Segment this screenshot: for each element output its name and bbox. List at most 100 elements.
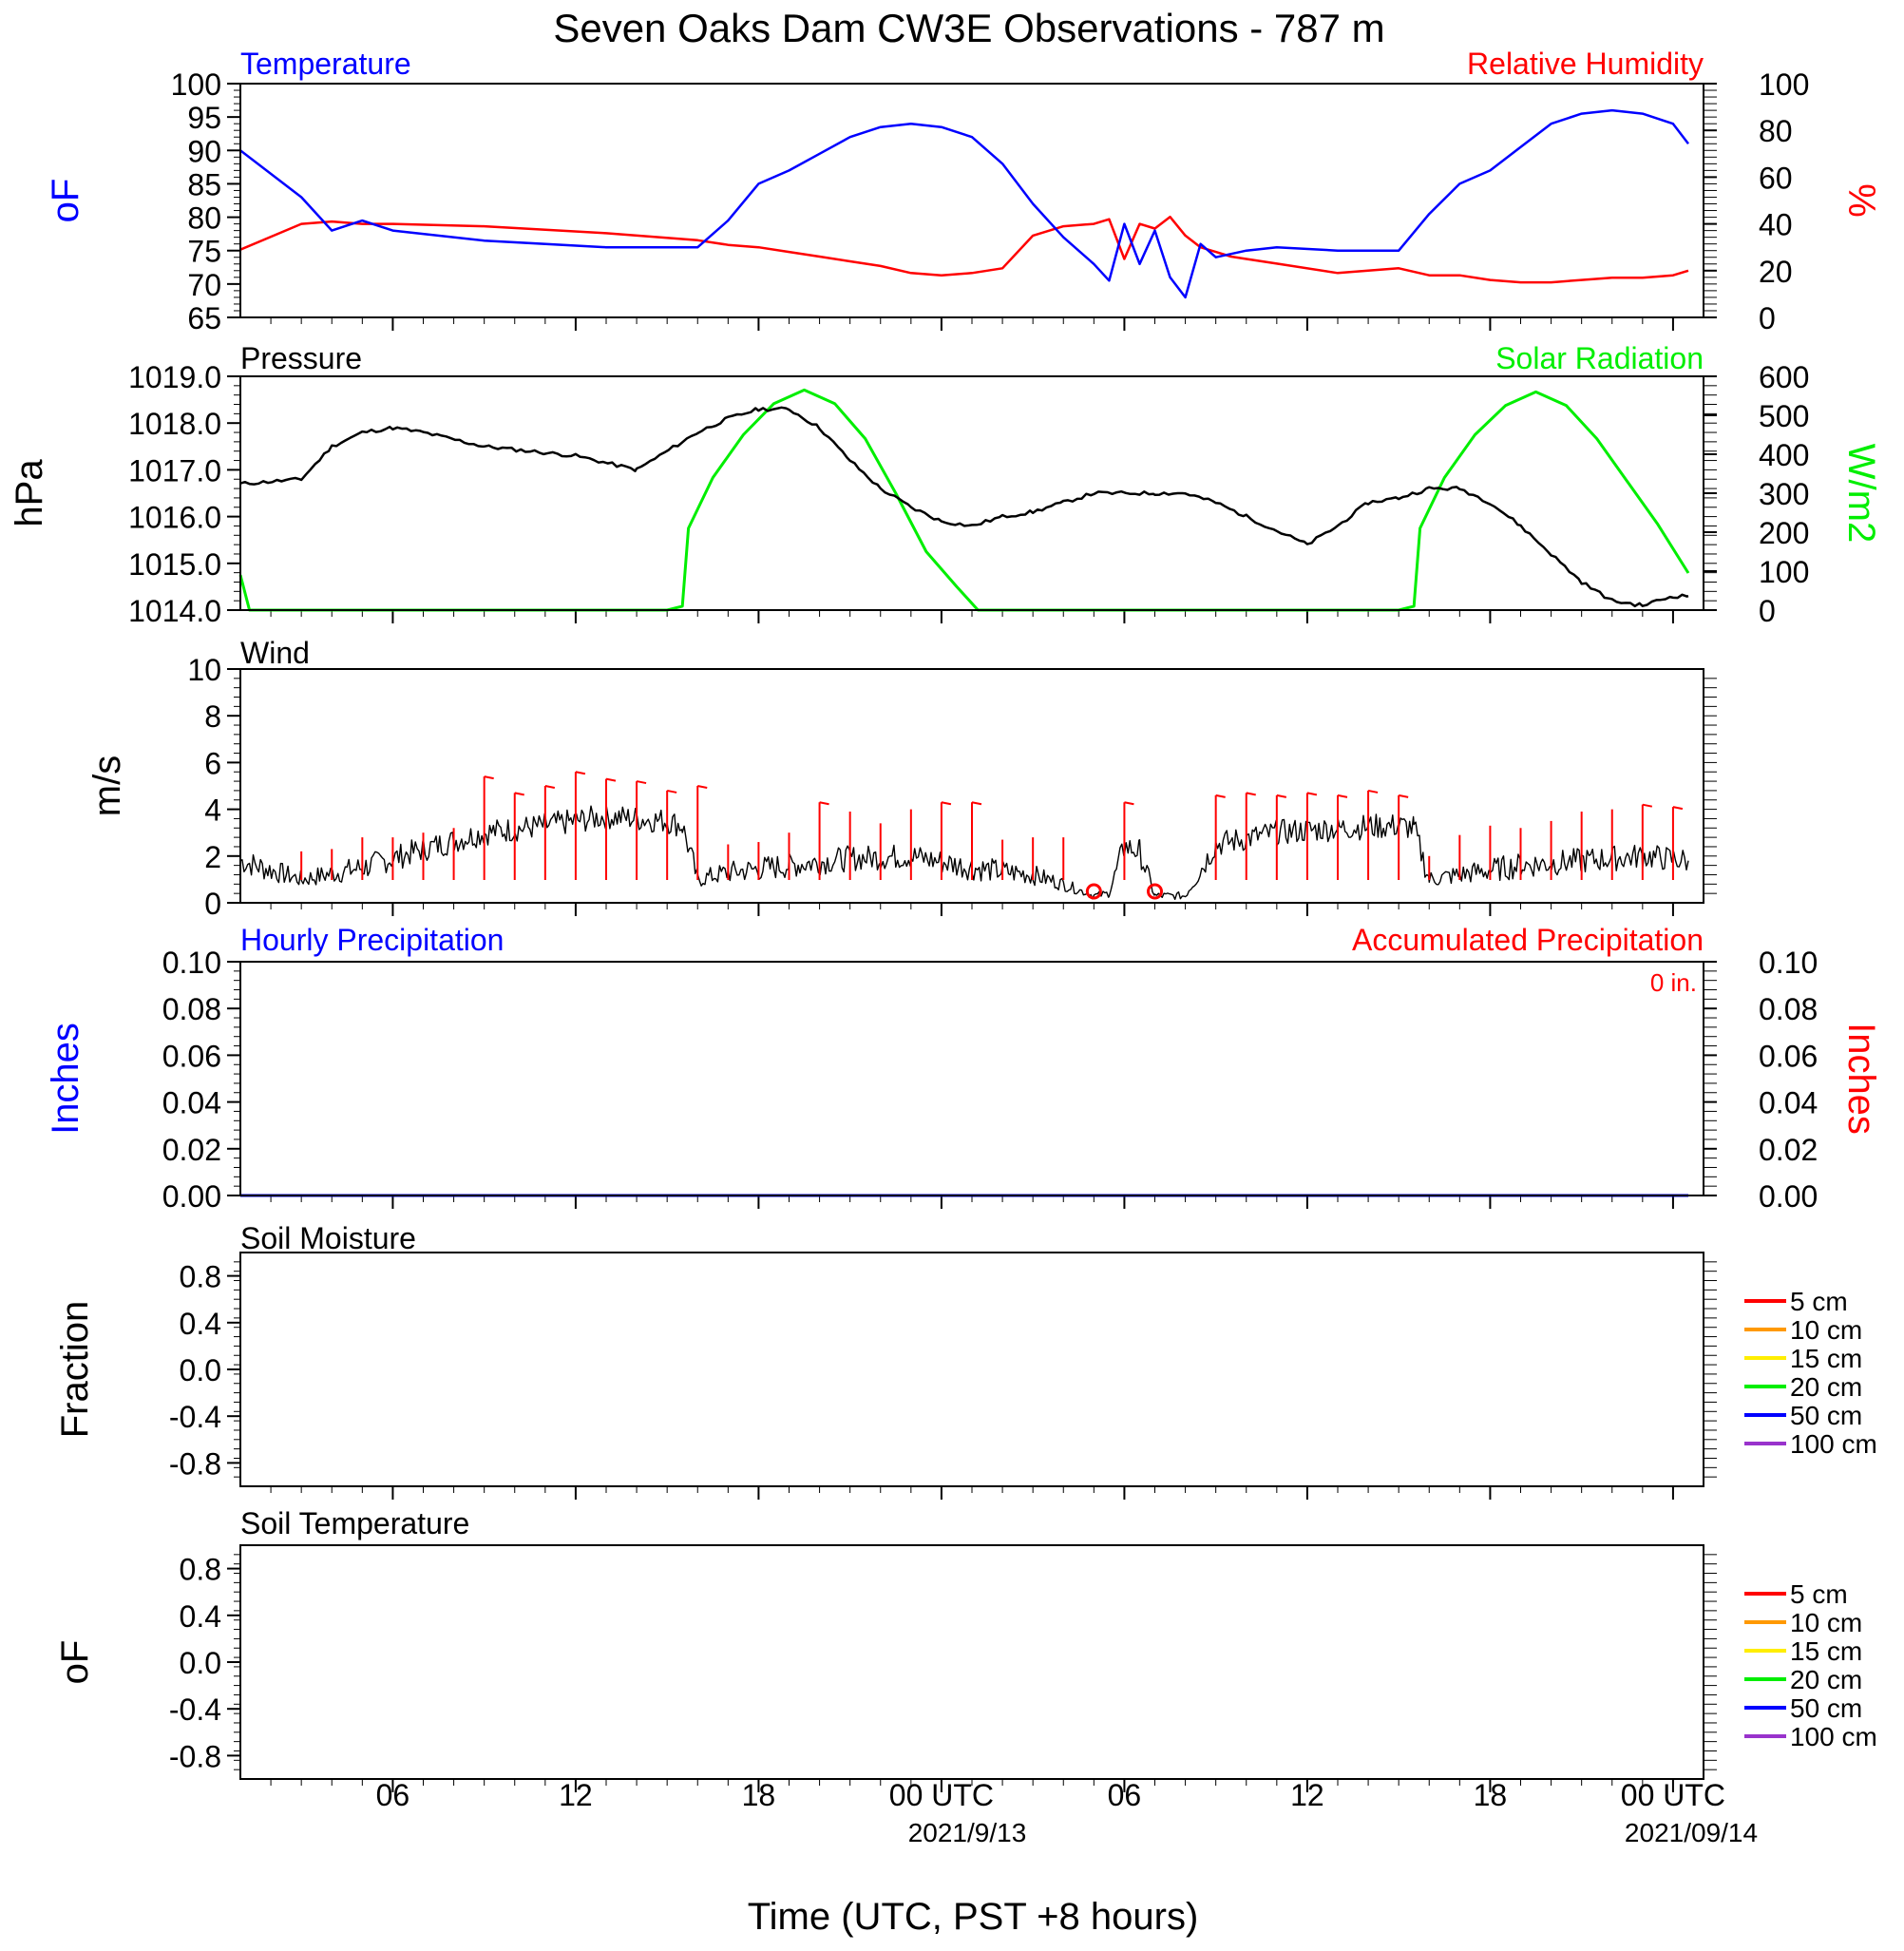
y-tick-label-right: 0.08 [1759,992,1818,1026]
y-tick-label-right: 600 [1759,360,1809,394]
wind-barb-flag [605,777,617,782]
panel-series [239,108,1689,299]
y-tick-label-right: 500 [1759,399,1809,433]
y-tick-label: -0.4 [169,1693,221,1727]
y-tick-label-right: 0.00 [1759,1179,1818,1214]
y-tick-label: 0.02 [162,1133,221,1167]
panel-ticks: 0.10 0.08 0.06 0.04 0.02 0.00 0.10 0.08 0.06 0.04… [162,946,1818,1214]
temperature-axis-label: oF [45,179,86,223]
solar-radiation-line [238,388,1690,612]
accum-precip-title: Accumulated Precipitation [1352,923,1704,957]
y-tick-label: 4 [204,794,221,828]
legend-label: 10 cm [1790,1608,1862,1637]
solar-title: Solar Radiation [1495,341,1704,375]
legend-label: 15 cm [1790,1636,1862,1666]
y-tick-label: 10 [187,653,221,687]
y-tick-label-right: 0.10 [1759,946,1818,980]
date-label-2: 2021/09/14 [1625,1818,1758,1847]
y-tick-label: 100 [171,67,221,102]
legend-label: 100 cm [1790,1429,1877,1459]
panel-ticks: 0.8 0.4 0.0 -0.4 -0.8 [169,1260,1717,1500]
wind-barb-flag [544,785,556,789]
panel-series [239,771,1689,900]
y-tick-label-right: 60 [1759,161,1793,195]
legend-label: 100 cm [1790,1722,1877,1751]
y-tick-label-right: 100 [1759,67,1809,102]
wind-barb-flag [697,785,708,789]
wind-barb-flag [1672,806,1684,811]
legend-label: 20 cm [1790,1665,1862,1694]
calm-wind-circle [1147,883,1163,900]
y-tick-label-right: 0 [1759,594,1776,628]
wind-barb-flag [1337,794,1348,798]
y-tick-label: 0.08 [162,992,221,1026]
legend-label: 50 cm [1790,1401,1862,1430]
soil-moisture-title: Soil Moisture [240,1221,416,1255]
pressure-axis-label: hPa [9,459,50,527]
wind-barb-flag [1276,794,1287,798]
legend-label: 10 cm [1790,1315,1862,1345]
wind-barb-flag [1367,789,1379,794]
soil-moisture-panel: 0.8 0.4 0.0 -0.4 -0.8 Soil Moisture Fraction… [54,1221,1877,1500]
x-tick-label: 12 [1290,1778,1324,1812]
y-tick-label: 0.8 [180,1553,221,1587]
wind-speed-line [239,803,1689,900]
wind-barb-flag [636,780,647,785]
pressure-solar-panel: 1019.0 1018.0 1017.0 1016.0 1015.0 1014.0 600 5… [9,341,1882,628]
wind-barb-flag [971,801,982,806]
soil-temperature-axis-label: oF [54,1640,96,1685]
panel-frame [239,1544,1704,1780]
y-tick-label: 1018.0 [128,407,221,441]
y-tick-label: 0.4 [180,1307,221,1341]
y-tick-label: 80 [187,201,221,236]
y-tick-label: -0.8 [169,1446,221,1481]
panel-series [238,388,1690,612]
y-tick-label-right: 0.06 [1759,1039,1818,1073]
y-tick-label-right: 100 [1759,555,1809,589]
y-tick-label-right: 0 [1759,301,1776,335]
accum-precip-axis-label: Inches [1840,1023,1882,1135]
figure-title: Seven Oaks Dam CW3E Observations - 787 m [553,6,1384,50]
y-tick-label-right: 40 [1759,208,1793,242]
panel-frame [239,961,1704,1196]
soil-moisture-axis-label: Fraction [54,1301,96,1439]
date-label-1: 2021/9/13 [908,1818,1027,1847]
y-tick-label-right: 0.02 [1759,1133,1818,1167]
y-tick-label-right: 200 [1759,516,1809,550]
y-tick-label: 85 [187,167,221,201]
temperature-title: Temperature [240,47,411,81]
humidity-axis-label: % [1840,183,1882,218]
y-tick-label: 0.04 [162,1086,221,1120]
y-tick-label: 2 [204,840,221,874]
wind-barb-flag [484,775,494,780]
wind-barb-flag [1398,794,1409,798]
wind-barb-flag [1642,803,1653,808]
wind-barb-flag [1215,794,1226,798]
hourly-precip-axis-label: Inches [45,1023,86,1135]
wind-barb-flag [1246,792,1256,796]
time-axis: 06 12 18 00 UTC 06 12 18 00 UTC [376,1778,1725,1812]
wind-panel: 10 8 6 4 2 0 Wind m/s [86,636,1717,921]
panel-ticks: 1019.0 1018.0 1017.0 1016.0 1015.0 1014.0 600 5… [128,360,1809,628]
y-tick-label: 8 [204,699,221,734]
y-tick-label-right: 20 [1759,255,1793,289]
y-tick-label: 90 [187,134,221,168]
wind-barb-flag [575,771,586,775]
x-tick-label: 06 [1108,1778,1142,1812]
y-tick-label: 65 [187,301,221,335]
y-tick-label: 0.0 [180,1646,221,1680]
legend-label: 5 cm [1790,1579,1848,1609]
time-axis-label: Time (UTC, PST +8 hours) [748,1896,1199,1938]
y-tick-label: 0.06 [162,1039,221,1073]
pressure-line [239,406,1689,608]
wind-barb-flag [819,801,829,806]
y-tick-label: 0 [204,887,221,921]
panel-frame [239,668,1704,904]
y-tick-label: 1015.0 [128,547,221,582]
y-tick-label: -0.8 [169,1739,221,1773]
wind-title: Wind [240,636,310,670]
y-tick-label: 0.8 [180,1260,221,1294]
y-tick-label: 0.4 [180,1599,221,1634]
